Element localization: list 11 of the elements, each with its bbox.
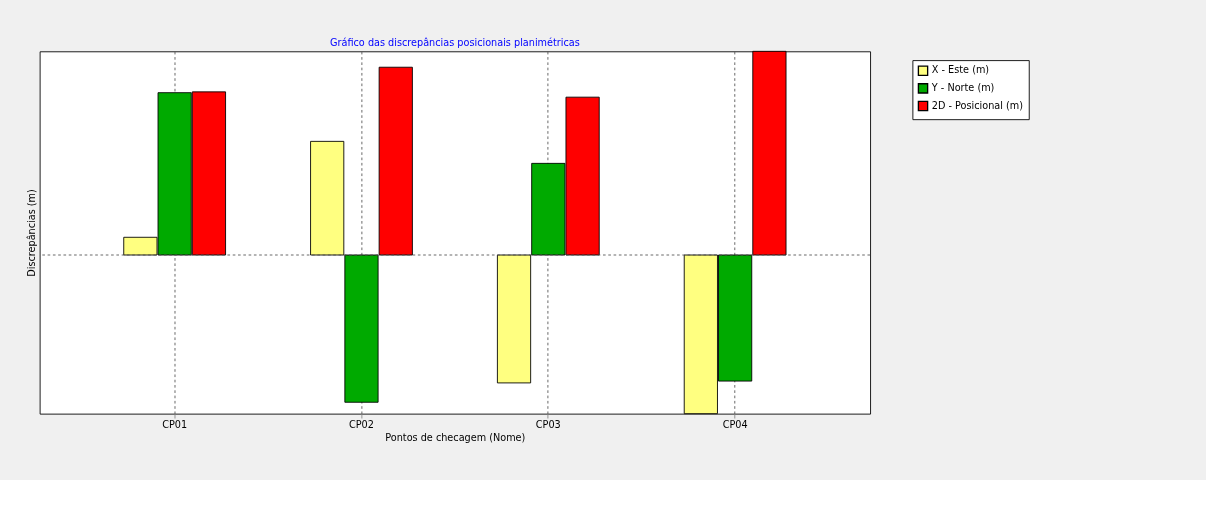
x-tick-label: CP04 xyxy=(722,419,748,431)
legend-label: Y - Norte (m) xyxy=(930,82,995,94)
x-tick-label: CP01 xyxy=(162,419,188,431)
bar xyxy=(496,254,532,384)
x-tick-label: CP02 xyxy=(349,419,374,431)
x-axis-title: Pontos de checagem (Nome) xyxy=(385,432,526,444)
legend-label: X - Este (m) xyxy=(931,64,990,76)
x-tick-label: CP03 xyxy=(535,419,561,431)
y-axis-title: Discrepâncias (m) xyxy=(25,189,37,277)
legend-label: 2D - Posicional (m) xyxy=(931,99,1024,111)
chart-title: Gráfico das discrepâncias posicionais planimétricas xyxy=(330,36,580,48)
